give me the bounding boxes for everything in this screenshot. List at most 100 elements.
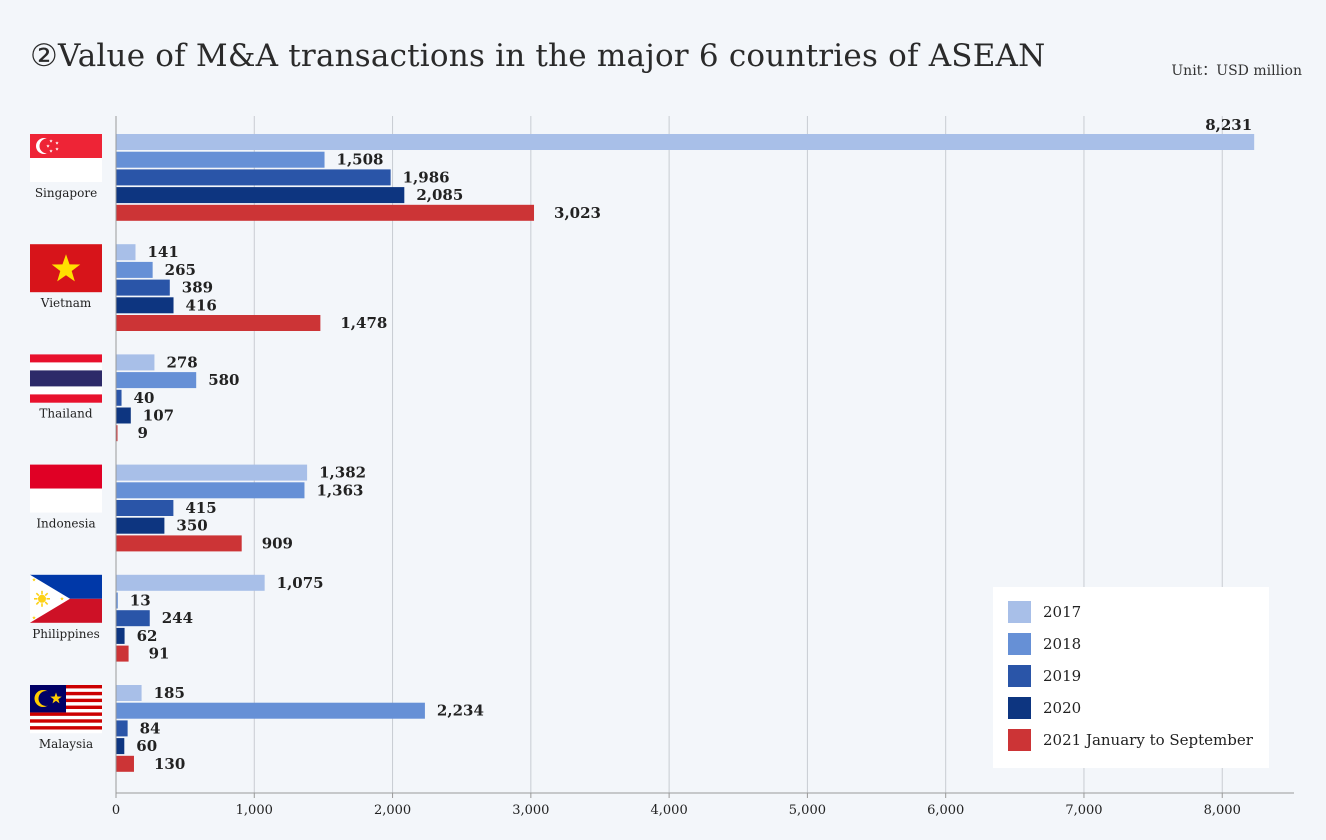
bar-value-label: 13	[130, 592, 151, 610]
bar-value-label: 1,478	[340, 314, 387, 332]
bar	[116, 517, 165, 534]
bar-value-label: 3,023	[554, 204, 601, 222]
bar	[116, 610, 150, 627]
philippines-flag-icon	[30, 574, 102, 623]
bar	[116, 407, 131, 424]
bar	[116, 354, 155, 371]
legend-item: 2018	[1008, 632, 1081, 656]
malaysia-flag-icon	[30, 685, 102, 734]
legend-swatch	[1008, 697, 1031, 719]
bar-value-label: 40	[134, 389, 155, 407]
country-label-thailand: Thailand	[39, 406, 92, 420]
unit-label: Unit：USD million	[1171, 63, 1302, 79]
bar	[116, 535, 242, 552]
bar	[116, 261, 153, 278]
x-tick-label: 3,000	[512, 803, 549, 818]
bar-value-label: 389	[182, 279, 213, 297]
bar	[116, 372, 197, 389]
bar-value-label: 2,234	[437, 702, 484, 720]
legend-label: 2017	[1043, 603, 1082, 621]
x-tick-label: 0	[112, 803, 120, 818]
bar	[116, 151, 325, 168]
bar	[116, 482, 305, 499]
x-tick-label: 6,000	[927, 803, 964, 818]
legend-item: 2019	[1008, 664, 1081, 688]
bar	[116, 627, 125, 644]
legend-label: 2019	[1043, 667, 1082, 685]
bar	[116, 592, 118, 609]
bar-value-label: 415	[185, 499, 216, 517]
bar	[116, 279, 170, 296]
country-label-singapore: Singapore	[35, 186, 97, 200]
bar-value-label: 416	[186, 296, 217, 314]
legend-swatch	[1008, 633, 1031, 655]
bar-value-label: 91	[149, 645, 170, 663]
bar-value-label: 1,075	[277, 574, 324, 592]
chart-title: ②Value of M&A transactions in the major …	[30, 38, 1046, 74]
legend-label: 2021 January to September	[1043, 731, 1253, 749]
bar	[116, 425, 118, 442]
vietnam-flag-icon	[30, 244, 102, 293]
bar-value-label: 84	[140, 719, 161, 737]
bar-value-label: 8,231	[1205, 116, 1252, 134]
legend-label: 2018	[1043, 635, 1082, 653]
bar-value-label: 130	[154, 755, 185, 773]
x-axis: 0 1,000 2,000 3,000 4,000 5,000 6,000 7,000 8,00…	[112, 116, 1294, 818]
legend-item: 2020	[1008, 696, 1081, 720]
country-label-indonesia: Indonesia	[36, 517, 95, 531]
bar	[116, 702, 425, 719]
thailand-flag-icon	[30, 354, 102, 403]
country-label-malaysia: Malaysia	[39, 737, 93, 751]
bar-value-label: 278	[166, 353, 197, 371]
bar-value-label: 9	[138, 424, 148, 442]
bar	[116, 187, 405, 204]
bar-value-label: 265	[165, 261, 196, 279]
bar	[116, 464, 308, 481]
x-tick-label: 5,000	[789, 803, 826, 818]
bar	[116, 685, 142, 701]
bar	[116, 297, 174, 314]
x-tick-label: 4,000	[651, 803, 688, 818]
bar	[116, 574, 265, 591]
legend: 2017 2018 2019 2020 2021 January to Septembe…	[993, 587, 1269, 768]
x-tick-label: 8,000	[1204, 803, 1241, 818]
legend-swatch	[1008, 729, 1031, 751]
bar	[116, 389, 122, 406]
country-label-vietnam: Vietnam	[40, 296, 92, 310]
singapore-flag-icon	[30, 134, 102, 182]
bar-value-label: 2,085	[416, 186, 463, 204]
bar-value-label: 62	[137, 627, 158, 645]
bar	[116, 204, 535, 221]
legend-label: 2020	[1043, 699, 1082, 717]
x-tick-label: 1,000	[236, 803, 273, 818]
legend-swatch	[1008, 665, 1031, 687]
bar-value-label: 909	[262, 534, 293, 552]
legend-swatch	[1008, 601, 1031, 623]
bar-value-label: 141	[147, 243, 178, 261]
country-label-philippines: Philippines	[32, 627, 100, 641]
bar-value-label: 580	[208, 371, 239, 389]
bar	[116, 315, 321, 331]
x-tick-label: 2,000	[374, 803, 411, 818]
bar	[116, 645, 129, 662]
bar-value-label: 107	[143, 407, 174, 425]
bar-value-label: 350	[176, 517, 207, 535]
bar	[116, 720, 128, 737]
bar-value-label: 1,986	[403, 168, 450, 186]
country-flags: Singapore Vietnam Thailand Indonesia Philipp…	[30, 134, 102, 751]
bar	[116, 134, 1255, 150]
bar-value-label: 244	[162, 609, 193, 627]
x-tick-label: 7,000	[1065, 803, 1102, 818]
bar	[116, 169, 391, 186]
bar-value-label: 60	[136, 737, 157, 755]
bar	[116, 738, 125, 755]
bar	[116, 500, 174, 516]
bar	[116, 755, 134, 772]
legend-item: 2021 January to September	[1008, 728, 1253, 752]
bar-value-label: 1,363	[316, 481, 363, 499]
bar-value-label: 1,382	[319, 464, 366, 482]
